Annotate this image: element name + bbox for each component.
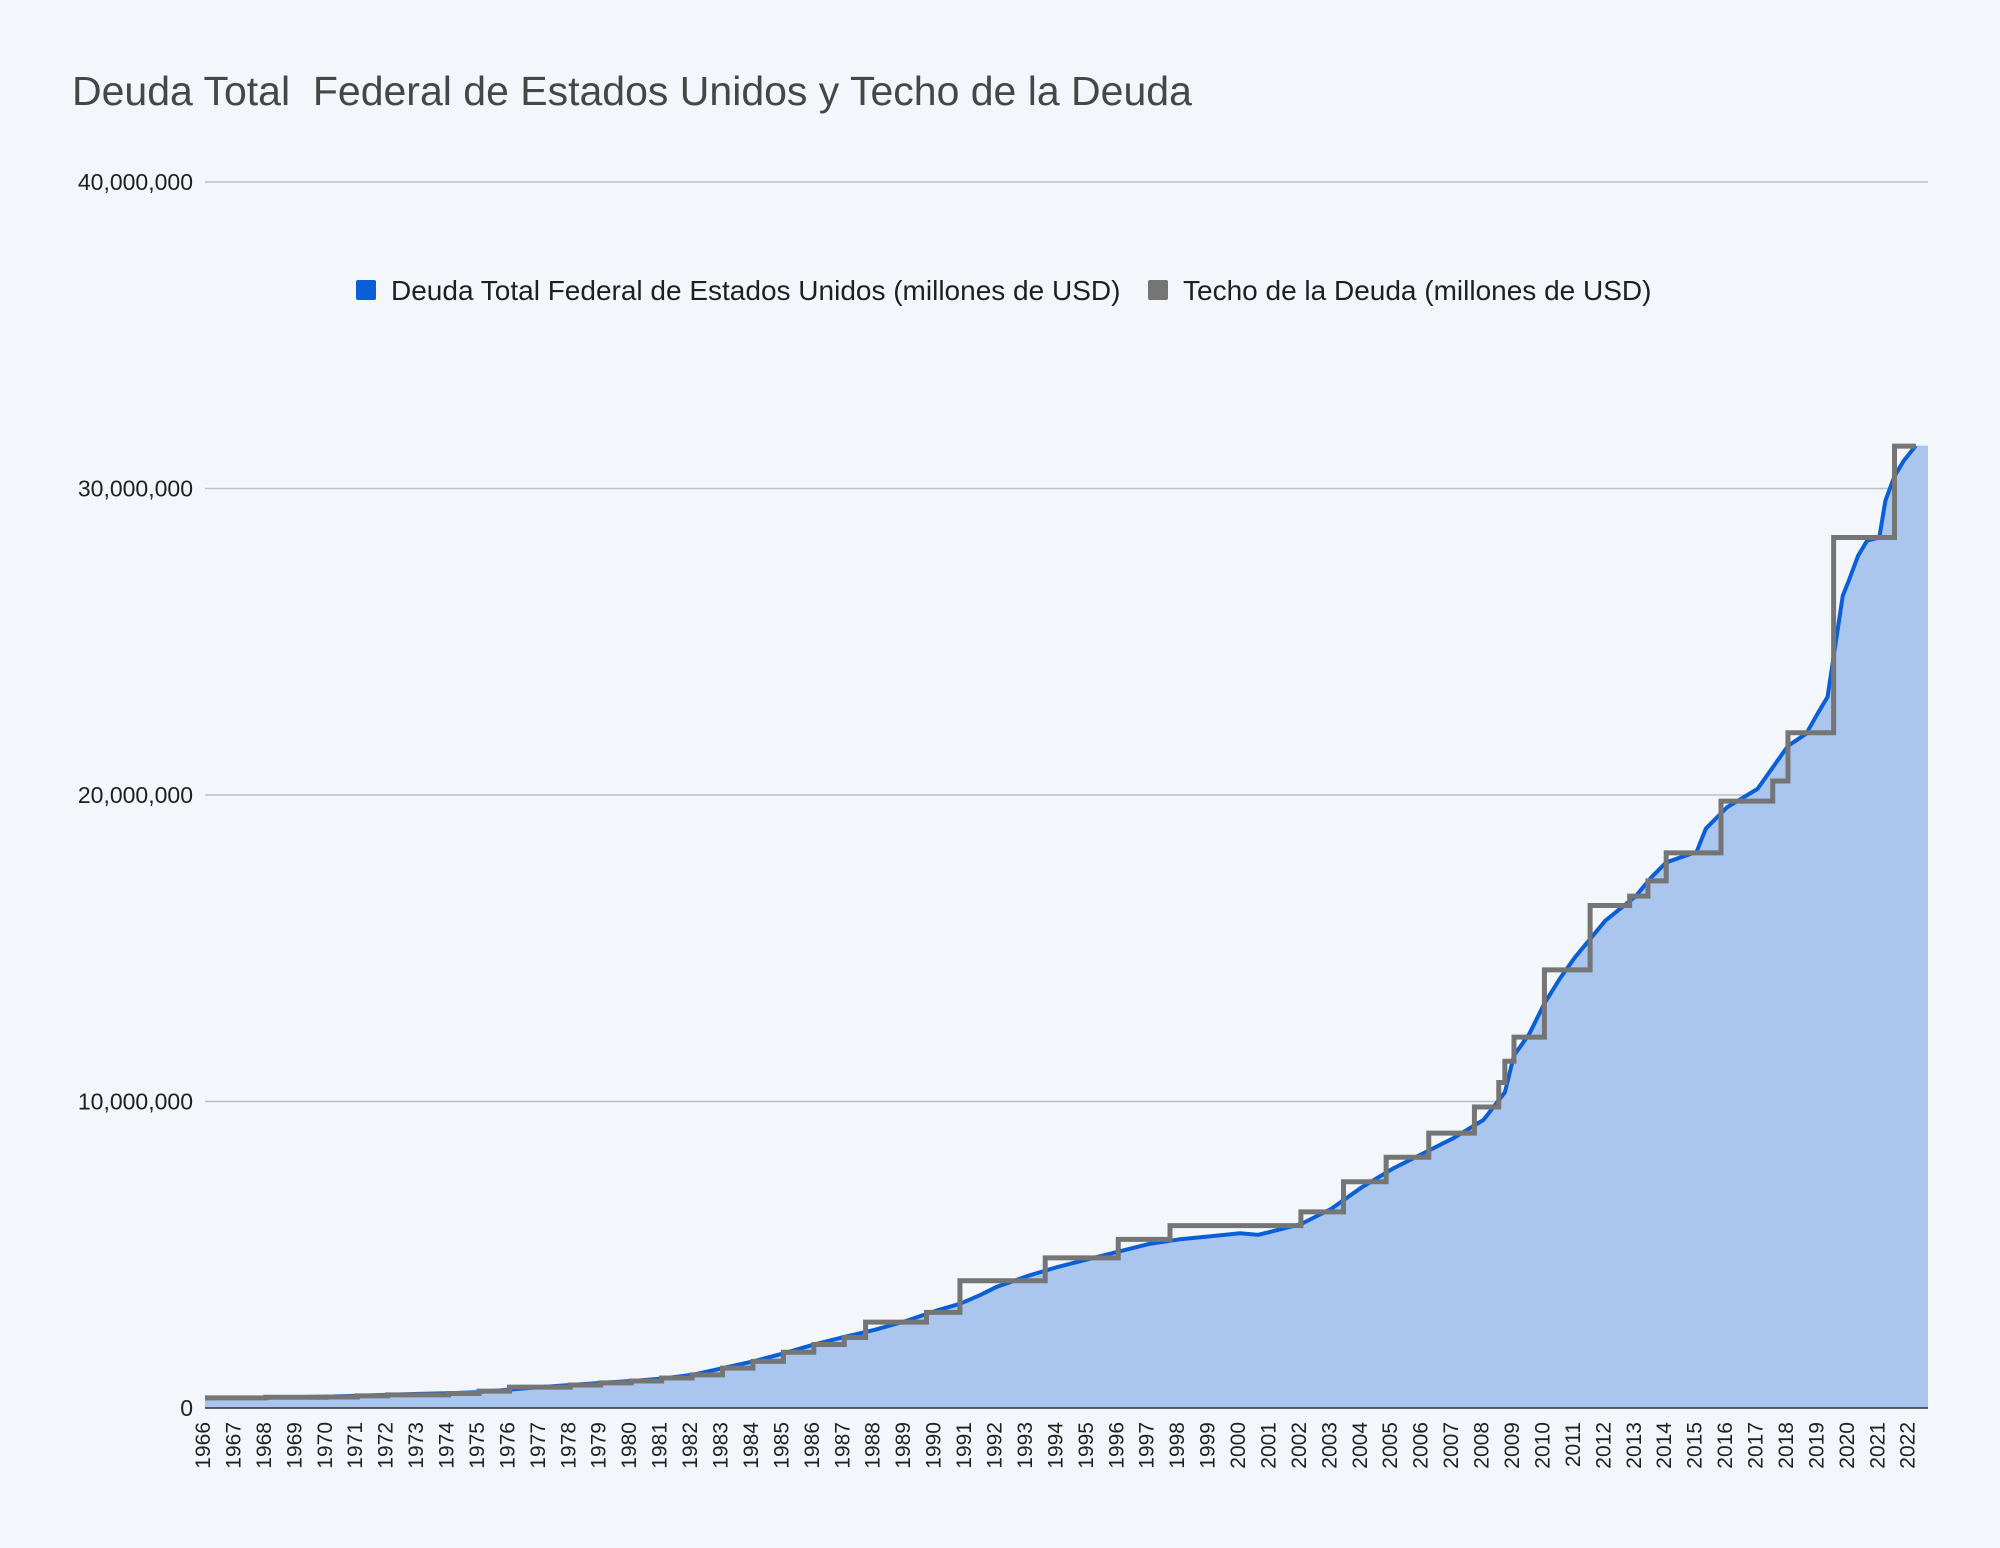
x-tick-label: 2001: [1257, 1422, 1280, 1469]
x-tick-label: 1992: [983, 1422, 1006, 1469]
x-tick-label: 1984: [740, 1422, 763, 1469]
x-tick-label: 1974: [436, 1422, 459, 1469]
x-tick-label: 1983: [710, 1422, 733, 1469]
x-tick-label: 2021: [1866, 1422, 1889, 1469]
x-tick-label: 2000: [1227, 1422, 1250, 1469]
axes: 0 10,000,000 20,000,000 30,000,000 40,000,00…: [78, 169, 1928, 1469]
x-tick-label: 1995: [1075, 1422, 1098, 1469]
x-tick-label: 1998: [1166, 1422, 1189, 1469]
x-tick-label: 2019: [1805, 1422, 1828, 1469]
x-tick-label: 2011: [1562, 1422, 1585, 1467]
x-tick-label: 2014: [1653, 1422, 1676, 1469]
x-tick-label: 2004: [1349, 1422, 1372, 1469]
x-tick-label: 1978: [557, 1422, 580, 1469]
x-tick-label: 2015: [1684, 1422, 1707, 1469]
x-tick-label: 1979: [588, 1422, 611, 1469]
x-tick-label: 1991: [953, 1422, 976, 1469]
legend-item-debt[interactable]: Deuda Total Federal de Estados Unidos (m…: [356, 275, 1120, 306]
x-tick-label: 1987: [831, 1422, 854, 1469]
x-tick-label: 2013: [1623, 1422, 1646, 1469]
x-tick-label: 1982: [679, 1422, 702, 1469]
x-tick-label: 1988: [862, 1422, 885, 1469]
x-tick-label: 2008: [1471, 1422, 1494, 1469]
x-tick-label: 2017: [1745, 1422, 1768, 1469]
x-tick-label: 1971: [344, 1422, 367, 1469]
x-tick-label: 1973: [405, 1422, 428, 1469]
x-tick-label: 1968: [253, 1422, 276, 1469]
legend-swatch-ceiling: [1148, 280, 1168, 300]
legend-swatch-debt: [356, 280, 376, 300]
x-tick-label: 2002: [1288, 1422, 1311, 1469]
x-tick-label: 1999: [1197, 1422, 1220, 1469]
line-layer: [204, 443, 1918, 1401]
x-tick-label: 1989: [892, 1422, 915, 1469]
x-tick-label: 1975: [466, 1422, 489, 1469]
y-tick-label: 40,000,000: [78, 169, 193, 195]
x-tick-label: 1969: [283, 1422, 306, 1469]
x-tick-label: 2010: [1531, 1422, 1554, 1469]
x-tick-label: 2007: [1440, 1422, 1463, 1469]
x-tick-label: 1990: [923, 1422, 946, 1469]
x-tick-label: 2012: [1592, 1422, 1615, 1469]
x-tick-label: 2005: [1379, 1422, 1402, 1469]
legend-label-debt: Deuda Total Federal de Estados Unidos (m…: [391, 275, 1120, 306]
debt-area: [205, 445, 1928, 1409]
legend-item-ceiling[interactable]: Techo de la Deuda (millones de USD): [1148, 275, 1651, 306]
x-tick-label: 1970: [314, 1422, 337, 1469]
x-tick-label: 1967: [222, 1422, 245, 1469]
x-tick-label: 1966: [192, 1422, 215, 1469]
x-tick-label: 2006: [1410, 1422, 1433, 1469]
x-tick-label: 1977: [527, 1422, 550, 1469]
x-tick-label: 2020: [1836, 1422, 1859, 1469]
x-tick-label: 1993: [1014, 1422, 1037, 1469]
area-layer: [205, 445, 1928, 1409]
x-tick-label: 2003: [1318, 1422, 1341, 1469]
x-tick-label: 1997: [1136, 1422, 1159, 1469]
x-tick-label: 1996: [1105, 1422, 1128, 1469]
chart-title: Deuda Total Federal de Estados Unidos y …: [72, 68, 1192, 114]
y-tick-label: 0: [180, 1395, 193, 1421]
x-tick-label: 1985: [770, 1422, 793, 1469]
x-tick-label: 2022: [1897, 1422, 1920, 1469]
x-tick-label: 2009: [1501, 1422, 1524, 1469]
x-tick-label: 2016: [1714, 1422, 1737, 1469]
x-tick-label: 1986: [801, 1422, 824, 1469]
ceiling-line: [205, 443, 1916, 1401]
x-tick-label: 1976: [496, 1422, 519, 1469]
legend-label-ceiling: Techo de la Deuda (millones de USD): [1183, 275, 1651, 306]
x-tick-label: 1994: [1044, 1422, 1067, 1469]
x-tick-label: 2018: [1775, 1422, 1798, 1469]
x-tick-label: 1972: [375, 1422, 398, 1469]
legend: Deuda Total Federal de Estados Unidos (m…: [356, 275, 1651, 306]
y-tick-label: 20,000,000: [78, 782, 193, 808]
y-tick-label: 30,000,000: [78, 476, 193, 502]
y-tick-label: 10,000,000: [78, 1089, 193, 1115]
x-tick-label: 1981: [649, 1422, 672, 1469]
x-tick-label: 1980: [618, 1422, 641, 1469]
